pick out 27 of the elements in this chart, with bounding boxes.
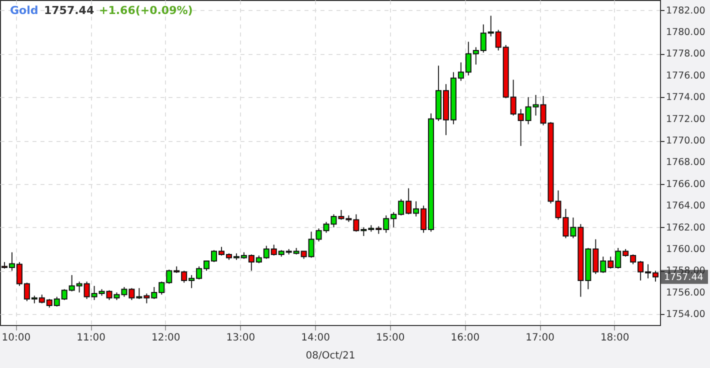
y-tick-label: 1754.00	[666, 309, 706, 320]
annotation: 1757.44	[44, 4, 94, 17]
x-tick-label: 18:00	[600, 332, 630, 344]
x-tick-label: 13:00	[226, 332, 256, 344]
x-tick-label: 11:00	[76, 332, 106, 344]
x-tick-label: 16:00	[450, 332, 480, 344]
x-axis-title: 08/Oct/21	[306, 350, 356, 362]
y-tick-label: 1776.00	[666, 70, 706, 82]
x-tick-label: 12:00	[151, 332, 180, 344]
y-tick-label: 1762.00	[666, 222, 706, 234]
y-tick-label: 1780.00	[666, 27, 706, 38]
y-tick-label: 1756.00	[666, 287, 706, 298]
y-tick-label: 1766.00	[666, 178, 706, 190]
y-tick-label: 1764.00	[666, 200, 706, 212]
y-tick-label: 1782.00	[666, 5, 706, 16]
y-tick-label: 1770.00	[666, 136, 706, 147]
y-tick-label: 1768.00	[666, 157, 706, 168]
y-tick-label: 1760.00	[666, 244, 706, 256]
x-tick-label: 10:00	[2, 332, 31, 344]
chart-title: Gold	[10, 4, 38, 17]
x-tick-label: 17:00	[526, 332, 554, 344]
y-tick-label: 1778.00	[666, 48, 706, 60]
y-tick-label: 1774.00	[666, 92, 706, 104]
y-tick-label: 1772.00	[666, 114, 706, 125]
annotation: +1.66(+0.09%)	[99, 4, 193, 17]
x-tick-label: 15:00	[376, 332, 405, 344]
x-tick-label: 14:00	[301, 332, 330, 344]
